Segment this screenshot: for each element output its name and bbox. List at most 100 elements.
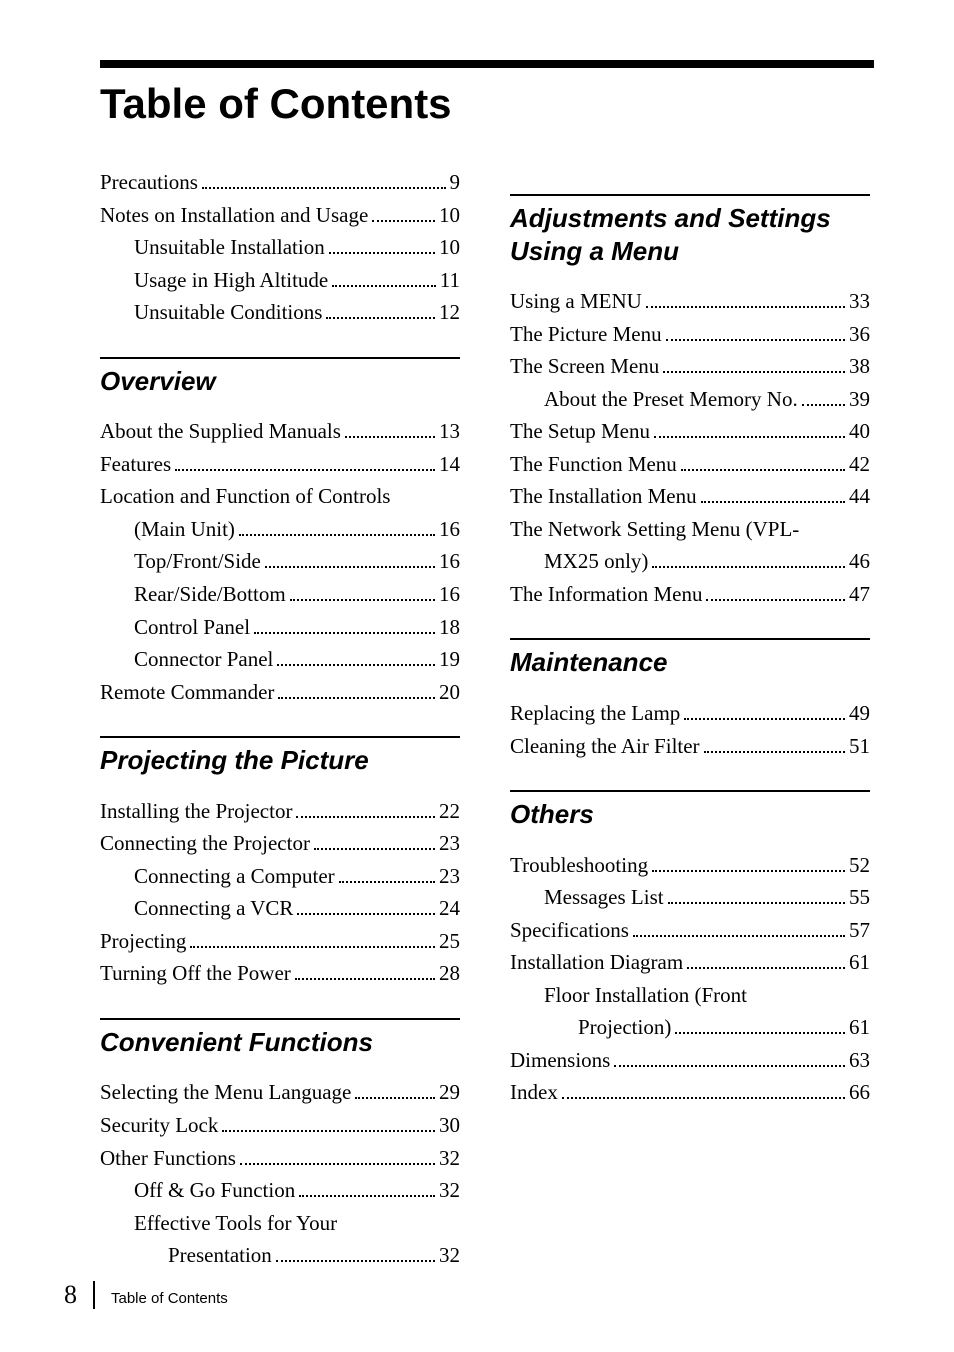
toc-entry[interactable]: Installation Diagram61 (510, 946, 870, 979)
toc-entry-label: The Screen Menu (510, 350, 659, 383)
toc-dot-leader (652, 870, 845, 872)
toc-entry[interactable]: Projecting25 (100, 925, 460, 958)
toc-dot-leader (299, 1195, 435, 1197)
toc-dot-leader (240, 1163, 435, 1165)
toc-entry[interactable]: Connecting a Computer23 (100, 860, 460, 893)
toc-entry-label: Security Lock (100, 1109, 218, 1142)
toc-entry[interactable]: (Main Unit)16 (100, 513, 460, 546)
toc-dot-leader (190, 946, 435, 948)
toc-entry-page: 18 (439, 611, 460, 644)
section-rule (510, 638, 870, 640)
toc-entry[interactable]: The Function Menu42 (510, 448, 870, 481)
toc-entry[interactable]: The Information Menu47 (510, 578, 870, 611)
toc-dot-leader (802, 404, 845, 406)
toc-entry[interactable]: The Installation Menu44 (510, 480, 870, 513)
toc-entry-label: Unsuitable Conditions (134, 296, 322, 329)
toc-dot-leader (681, 469, 845, 471)
toc-dot-leader (297, 913, 435, 915)
toc-entry-label: Connecting the Projector (100, 827, 310, 860)
section-heading: Maintenance (510, 646, 870, 679)
toc-entry-continuation: Floor Installation (Front (510, 979, 870, 1012)
toc-entry-label: Connecting a Computer (134, 860, 335, 893)
toc-entry-label: About the Supplied Manuals (100, 415, 341, 448)
toc-entry-label: Installation Diagram (510, 946, 683, 979)
toc-dot-leader (355, 1097, 435, 1099)
toc-entry[interactable]: Presentation32 (100, 1239, 460, 1272)
toc-dot-leader (296, 816, 435, 818)
toc-entry-label: Rear/Side/Bottom (134, 578, 286, 611)
toc-entry-page: 52 (849, 849, 870, 882)
toc-entry-page: 61 (849, 1011, 870, 1044)
section-rule (100, 1018, 460, 1020)
toc-entry[interactable]: Control Panel18 (100, 611, 460, 644)
toc-entry[interactable]: The Setup Menu40 (510, 415, 870, 448)
toc-entry[interactable]: Usage in High Altitude11 (100, 264, 460, 297)
toc-entry-label: (Main Unit) (134, 513, 235, 546)
toc-entry[interactable]: Precautions9 (100, 166, 460, 199)
toc-entry[interactable]: Unsuitable Installation10 (100, 231, 460, 264)
page-footer: 8 Table of Contents (64, 1280, 228, 1310)
toc-dot-leader (372, 220, 435, 222)
toc-entry[interactable]: The Picture Menu 36 (510, 318, 870, 351)
toc-entry-label: Selecting the Menu Language (100, 1076, 351, 1109)
toc-entry[interactable]: The Screen Menu38 (510, 350, 870, 383)
toc-entry[interactable]: Selecting the Menu Language29 (100, 1076, 460, 1109)
toc-entry[interactable]: Messages List55 (510, 881, 870, 914)
toc-entry[interactable]: Rear/Side/Bottom16 (100, 578, 460, 611)
toc-entry-page: 40 (849, 415, 870, 448)
toc-entry-label: Off & Go Function (134, 1174, 295, 1207)
toc-entry[interactable]: Security Lock30 (100, 1109, 460, 1142)
section-heading: Adjustments and Settings Using a Menu (510, 202, 870, 267)
toc-entry[interactable]: Dimensions63 (510, 1044, 870, 1077)
toc-entry-label: Features (100, 448, 171, 481)
toc-dot-leader (614, 1065, 845, 1067)
toc-entry[interactable]: About the Preset Memory No.39 (510, 383, 870, 416)
toc-entry-label: Turning Off the Power (100, 957, 291, 990)
toc-entry-label: Using a MENU (510, 285, 642, 318)
toc-entry-label: Remote Commander (100, 676, 274, 709)
toc-entry-page: 36 (849, 318, 870, 351)
toc-dot-leader (254, 632, 435, 634)
toc-entry-page: 13 (439, 415, 460, 448)
toc-entry[interactable]: Specifications57 (510, 914, 870, 947)
section-heading: Overview (100, 365, 460, 398)
toc-dot-leader (668, 902, 845, 904)
toc-entry[interactable]: Connecting the Projector23 (100, 827, 460, 860)
toc-entry[interactable]: Turning Off the Power28 (100, 957, 460, 990)
toc-entry[interactable]: Installing the Projector22 (100, 795, 460, 828)
toc-entry[interactable]: Index66 (510, 1076, 870, 1109)
toc-dot-leader (278, 697, 435, 699)
section-heading: Convenient Functions (100, 1026, 460, 1059)
toc-entry[interactable]: Cleaning the Air Filter51 (510, 730, 870, 763)
toc-dot-leader (706, 599, 845, 601)
toc-entry[interactable]: Other Functions32 (100, 1142, 460, 1175)
toc-entry[interactable]: Remote Commander20 (100, 676, 460, 709)
toc-entry[interactable]: Projection)61 (510, 1011, 870, 1044)
toc-entry[interactable]: Replacing the Lamp49 (510, 697, 870, 730)
toc-entry-page: 12 (439, 296, 460, 329)
page: Table of Contents Precautions9Notes on I… (0, 0, 954, 1352)
toc-entry[interactable]: Troubleshooting52 (510, 849, 870, 882)
toc-entry[interactable]: Features14 (100, 448, 460, 481)
toc-entry[interactable]: Using a MENU33 (510, 285, 870, 318)
toc-entry[interactable]: MX25 only)46 (510, 545, 870, 578)
toc-entry-page: 55 (849, 881, 870, 914)
toc-entry[interactable]: Connecting a VCR24 (100, 892, 460, 925)
toc-dot-leader (277, 664, 435, 666)
toc-dot-leader (675, 1032, 845, 1034)
toc-entry-page: 10 (439, 231, 460, 264)
toc-entry[interactable]: Connector Panel19 (100, 643, 460, 676)
toc-dot-leader (704, 751, 845, 753)
title-rule (100, 60, 874, 68)
toc-entry[interactable]: Top/Front/Side16 (100, 545, 460, 578)
toc-entry[interactable]: Notes on Installation and Usage10 (100, 199, 460, 232)
toc-entry-label: Precautions (100, 166, 198, 199)
toc-entry[interactable]: Off & Go Function32 (100, 1174, 460, 1207)
toc-dot-leader (654, 436, 845, 438)
toc-entry-label: The Picture Menu (510, 318, 662, 351)
toc-dot-leader (687, 967, 845, 969)
toc-entry[interactable]: Unsuitable Conditions 12 (100, 296, 460, 329)
toc-entry-page: 24 (439, 892, 460, 925)
toc-dot-leader (276, 1260, 435, 1262)
toc-entry[interactable]: About the Supplied Manuals 13 (100, 415, 460, 448)
